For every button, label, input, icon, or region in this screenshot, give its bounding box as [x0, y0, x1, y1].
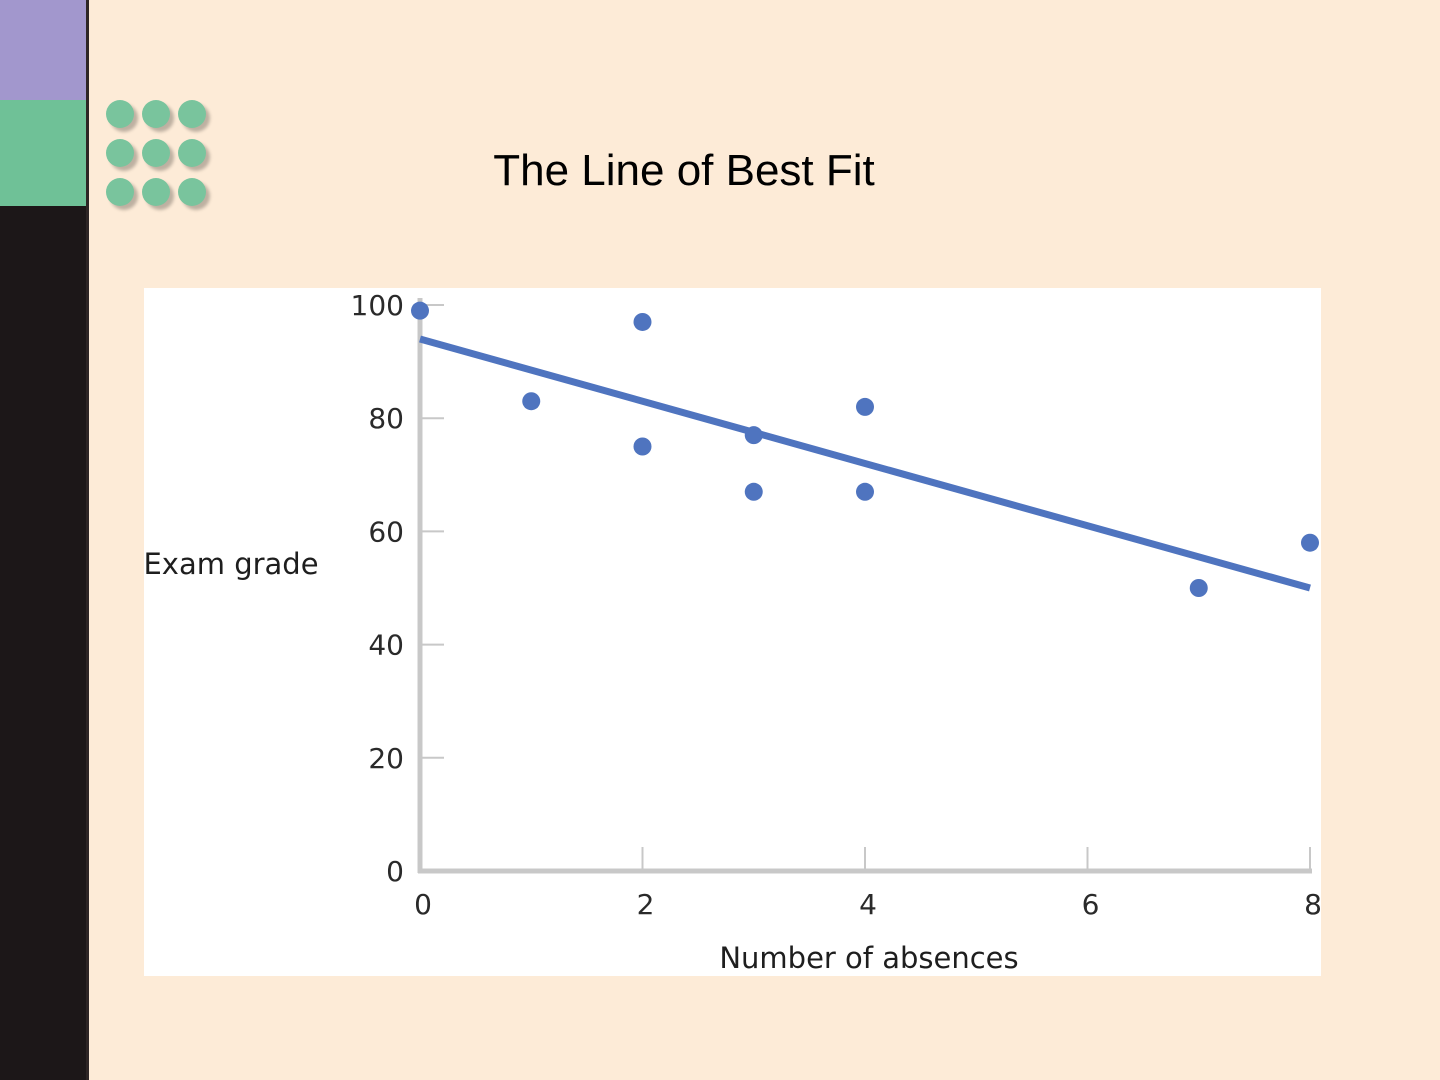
y-tick-label: 40: [368, 629, 404, 662]
decor-dot: [106, 100, 134, 128]
decor-dot: [142, 139, 170, 167]
y-axis-title: Exam grade: [144, 547, 319, 581]
data-point: [411, 301, 429, 320]
chart-ticks: 0 20 40 60 80 100 0 2 4 6 8: [351, 289, 1321, 921]
decor-dot: [106, 139, 134, 167]
data-point: [633, 437, 652, 456]
fit-line-group: [419, 335, 1311, 592]
scatter-chart: 0 20 40 60 80 100 0 2 4 6 8 Exam grade Number of a…: [144, 289, 1321, 975]
data-point: [1301, 533, 1319, 552]
y-tick-label: 60: [368, 515, 404, 548]
chart-axes: [417, 298, 1312, 874]
data-point: [744, 426, 763, 445]
x-tick-label: 0: [414, 888, 432, 921]
y-tick-label: 100: [351, 289, 404, 322]
x-tick-label: 6: [1082, 888, 1100, 921]
data-point: [522, 392, 541, 411]
slide-title: The Line of Best Fit: [493, 146, 875, 195]
decor-dot: [178, 100, 206, 128]
data-point: [856, 397, 874, 416]
y-tick-label: 0: [386, 855, 404, 888]
data-point: [633, 312, 652, 331]
decor-dot: [178, 178, 206, 206]
fit-line: [419, 335, 1311, 592]
x-tick-label: 2: [637, 888, 655, 921]
dot-grid-icon: [106, 100, 216, 210]
data-points: [411, 301, 1319, 597]
sidebar-edge: [86, 0, 89, 1080]
chart-panel: 0 20 40 60 80 100 0 2 4 6 8 Exam grade Number of a…: [144, 288, 1321, 976]
decor-dot: [142, 100, 170, 128]
y-tick-label: 20: [368, 742, 404, 775]
decor-dot: [178, 139, 206, 167]
y-tick-label: 80: [368, 402, 404, 435]
data-point: [1189, 579, 1208, 597]
sidebar-purple-block: [0, 0, 88, 100]
data-point: [856, 482, 874, 501]
data-point: [744, 482, 763, 501]
decor-dot: [106, 178, 134, 206]
x-tick-label: 4: [859, 888, 877, 921]
x-tick-label: 8: [1304, 888, 1321, 921]
decor-dot: [142, 178, 170, 206]
sidebar-decoration: [0, 0, 89, 1080]
sidebar-green-block: [0, 100, 88, 206]
x-axis-title: Number of absences: [719, 941, 1018, 975]
